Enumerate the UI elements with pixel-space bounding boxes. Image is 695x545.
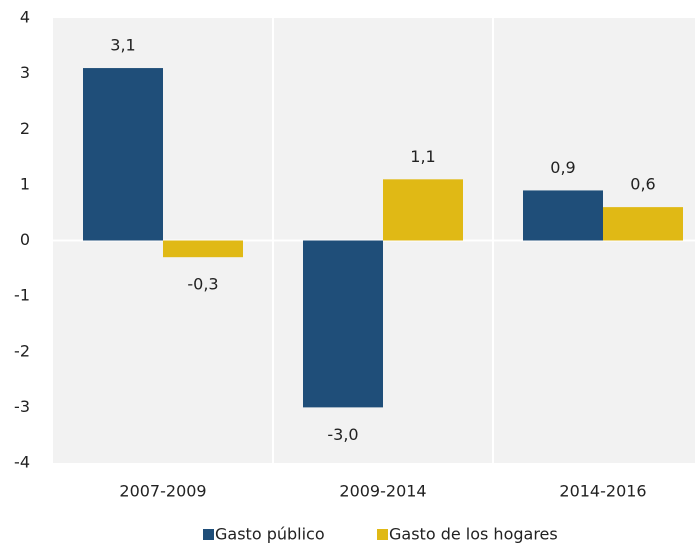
bar	[163, 240, 243, 258]
y-tick-label: 3	[20, 63, 30, 82]
value-label: -0,3	[187, 275, 218, 294]
x-tick-label: 2009-2014	[339, 482, 426, 501]
y-tick-label: -2	[14, 341, 30, 360]
value-label: 3,1	[110, 36, 135, 55]
bar	[303, 240, 383, 408]
value-label: -3,0	[327, 425, 358, 444]
y-tick-label: 0	[20, 230, 30, 249]
y-tick-label: -1	[14, 286, 30, 305]
legend-swatch	[203, 529, 214, 540]
x-tick-label: 2014-2016	[559, 482, 646, 501]
y-tick-label: -4	[14, 453, 30, 472]
bar	[603, 207, 683, 241]
y-tick-label: -3	[14, 397, 30, 416]
bar	[383, 179, 463, 241]
value-label: 0,6	[630, 175, 655, 194]
bar	[83, 68, 163, 241]
legend-label: Gasto público	[215, 525, 325, 544]
y-tick-label: 4	[20, 8, 30, 27]
legend-swatch	[377, 529, 388, 540]
value-label: 0,9	[550, 158, 575, 177]
bar	[523, 190, 603, 241]
legend-label: Gasto de los hogares	[389, 525, 558, 544]
y-tick-label: 1	[20, 174, 30, 193]
value-label: 1,1	[410, 147, 435, 166]
x-tick-label: 2007-2009	[119, 482, 206, 501]
y-tick-label: 2	[20, 119, 30, 138]
